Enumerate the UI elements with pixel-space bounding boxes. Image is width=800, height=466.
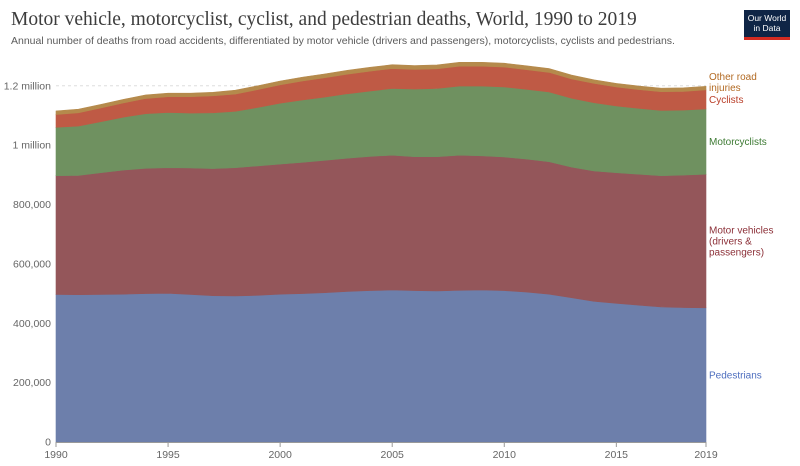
legend-label-pedestrians[interactable]: Pedestrians bbox=[709, 370, 762, 381]
y-tick-label: 600,000 bbox=[13, 258, 51, 270]
logo-line-2: in Data bbox=[753, 23, 781, 33]
x-tick-label: 2015 bbox=[605, 449, 629, 461]
legend-label-line: Cyclists bbox=[709, 95, 743, 106]
area-pedestrians[interactable] bbox=[55, 289, 707, 443]
legend-label-line: Motor vehicles bbox=[709, 226, 773, 237]
legend-label-motorcyclists[interactable]: Motorcyclists bbox=[709, 137, 767, 148]
chart-subtitle: Annual number of deaths from road accide… bbox=[11, 35, 675, 47]
legend-label-cyclists[interactable]: Cyclists bbox=[709, 95, 743, 106]
owid-logo[interactable]: Our World in Data bbox=[744, 10, 790, 40]
legend-label-line: Motorcyclists bbox=[709, 137, 767, 148]
legend-label-line: (drivers & bbox=[709, 237, 752, 248]
y-tick-label: 0 bbox=[45, 437, 51, 449]
legend-label-line: Other road bbox=[709, 72, 757, 83]
area-motor_vehicles[interactable] bbox=[55, 154, 707, 309]
x-tick-label: 2010 bbox=[493, 449, 517, 461]
y-tick-label: 400,000 bbox=[13, 318, 51, 330]
legend-label-motor_vehicles[interactable]: Motor vehicles (drivers & passengers) bbox=[709, 226, 773, 259]
legend-label-line: Pedestrians bbox=[709, 370, 762, 381]
legend-label-other[interactable]: Other road injuries bbox=[709, 72, 757, 94]
y-tick-label: 1.2 million bbox=[4, 80, 51, 92]
area-series bbox=[55, 61, 707, 443]
legend-label-line: injuries bbox=[709, 83, 741, 94]
x-tick-label: 2005 bbox=[381, 449, 405, 461]
x-tick-label: 1990 bbox=[44, 449, 68, 461]
area-other[interactable] bbox=[55, 61, 707, 115]
logo-line-1: Our World bbox=[747, 13, 787, 23]
x-tick-label: 2019 bbox=[694, 449, 718, 461]
axes: 0 200,000 400,000 600,000 800,000 1 million 1.… bbox=[4, 80, 718, 461]
legend: Pedestrians Motor vehicles (drivers & passe… bbox=[709, 72, 773, 382]
y-tick-label: 800,000 bbox=[13, 199, 51, 211]
legend-label-line: passengers) bbox=[709, 248, 764, 259]
x-tick-label: 1995 bbox=[156, 449, 180, 461]
y-tick-label: 1 million bbox=[12, 140, 51, 152]
x-tick-label: 2000 bbox=[268, 449, 292, 461]
y-tick-label: 200,000 bbox=[13, 377, 51, 389]
chart-title: Motor vehicle, motorcyclist, cyclist, an… bbox=[11, 9, 637, 30]
